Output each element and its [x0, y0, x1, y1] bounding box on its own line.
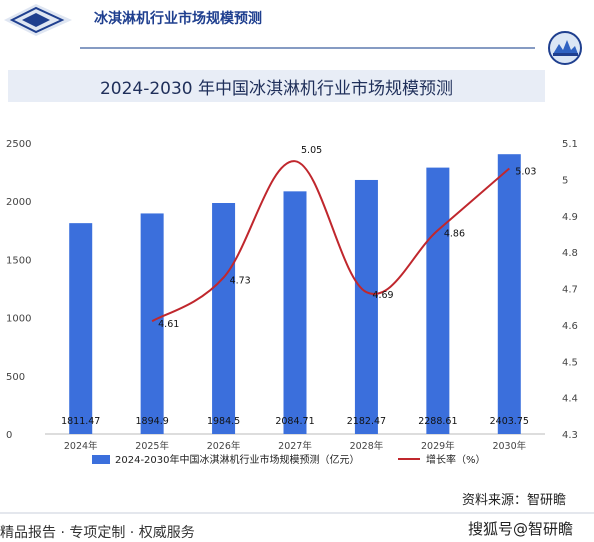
y-left-tick-label: 1000: [6, 314, 31, 325]
bar-value-label: 2084.71: [275, 416, 314, 427]
x-tick-label: 2030年: [492, 440, 526, 452]
x-tick-label: 2024年: [64, 440, 98, 452]
y-right-tick-label: 4.6: [562, 321, 578, 332]
x-tick-label: 2028年: [350, 440, 384, 452]
x-tick-label: 2029年: [421, 440, 455, 452]
bar-value-label: 2182.47: [347, 416, 386, 427]
y-right-tick-label: 4.5: [562, 357, 578, 368]
y-left-tick-label: 2500: [6, 139, 31, 150]
globe-logo-icon: [548, 31, 582, 65]
bar: [354, 179, 378, 434]
line-value-label: 5.05: [301, 145, 322, 156]
source-note: 资料来源：智研瞻: [462, 493, 567, 508]
bar: [283, 191, 307, 434]
bar-value-label: 1894.9: [136, 416, 169, 427]
bar: [140, 213, 164, 434]
x-tick-label: 2027年: [278, 440, 312, 452]
y-right-tick-label: 4.7: [562, 285, 578, 296]
y-right-tick-label: 4.4: [562, 394, 578, 405]
legend-bar-swatch: [92, 455, 110, 464]
legend-line-label: 增长率（%）: [426, 453, 486, 466]
footer-watermark: 搜狐号@智研瞻: [468, 520, 574, 538]
y-left-tick-label: 2000: [6, 197, 31, 208]
growth-rate-line: [151, 160, 510, 323]
line-value-label: 4.61: [158, 319, 179, 330]
y-right-tick-label: 5: [562, 175, 568, 186]
bar: [497, 154, 521, 435]
y-right-tick-label: 4.8: [562, 248, 578, 259]
y-left-tick-label: 0: [6, 430, 12, 441]
diamond-logo-icon: [4, 4, 72, 36]
line-value-label: 4.73: [230, 276, 251, 287]
line-value-label: 4.86: [444, 228, 465, 239]
footer-divider: [0, 512, 594, 514]
header-title: 冰淇淋机行业市场规模预测: [94, 11, 262, 27]
y-right-tick-label: 5.1: [562, 139, 578, 150]
bar-value-label: 2288.61: [418, 416, 457, 427]
line-value-label: 4.69: [372, 290, 393, 301]
bar-value-label: 1811.47: [61, 416, 100, 427]
x-tick-label: 2025年: [135, 440, 169, 452]
legend-bar-label: 2024-2030年中国冰淇淋机行业市场规模预测（亿元）: [115, 453, 360, 466]
combo-chart: 0 500 1000 1500 2000 2500 4.3 4.4 4.5 4.6 4.7 4.8 4.…: [6, 139, 578, 466]
x-tick-label: 2026年: [207, 440, 241, 452]
bar: [426, 167, 450, 434]
y-right-tick-label: 4.3: [562, 430, 578, 441]
bar: [212, 203, 236, 434]
bar-value-label: 2403.75: [490, 416, 529, 427]
bar: [69, 223, 93, 434]
chart-title: 2024-2030 年中国冰淇淋机行业市场规模预测: [8, 70, 545, 102]
y-left-tick-label: 500: [6, 372, 25, 383]
y-right-tick-label: 4.9: [562, 212, 578, 223]
bar-value-label: 1984.5: [207, 416, 240, 427]
header-divider: [80, 47, 535, 49]
footer-tagline: 精品报告 · 专项定制 · 权威服务: [0, 525, 195, 541]
line-value-label: 5.03: [515, 166, 536, 177]
y-left-tick-label: 1500: [6, 255, 31, 266]
